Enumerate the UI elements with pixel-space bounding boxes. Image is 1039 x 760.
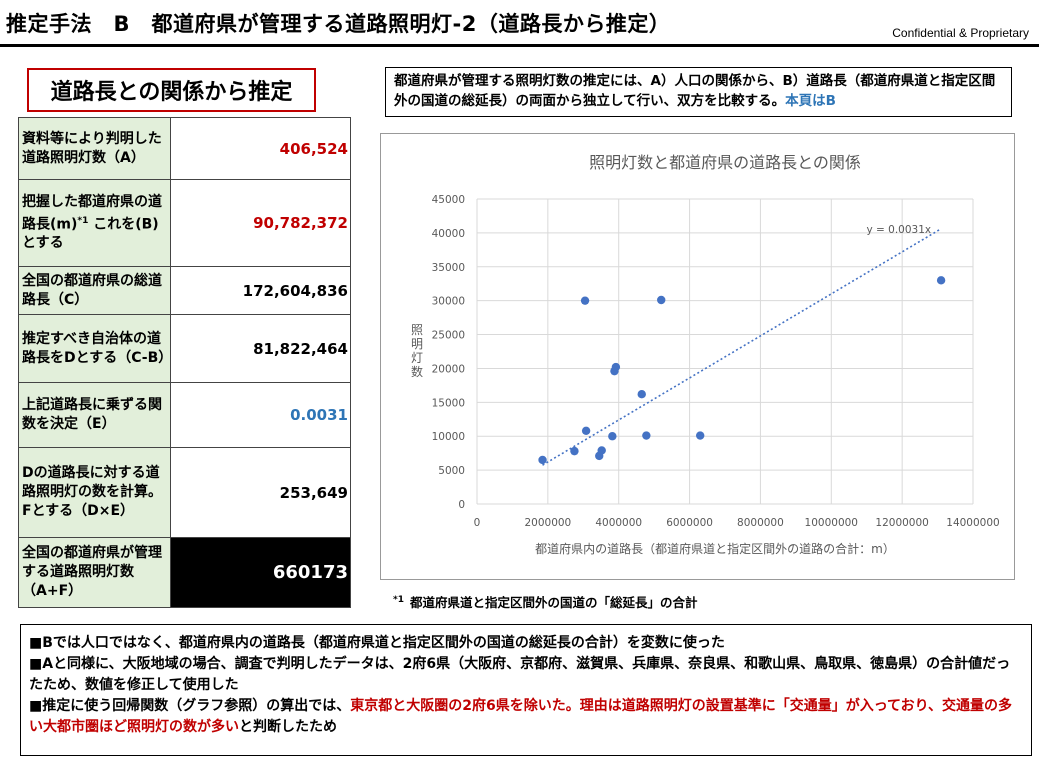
data-point bbox=[642, 431, 651, 440]
table-row: Dの道路長に対する道路照明灯の数を計算。Fとする（D×E） 253,649 bbox=[17, 447, 351, 538]
row-label-b-suffix: これを(B)とする bbox=[22, 216, 159, 252]
bullet-highlight: 東京都と大阪圏の2府6県を除いた。理由は道路照明灯の設置基準に「交通量」が入って… bbox=[29, 698, 1013, 735]
bullet-text-end: と判断したため bbox=[239, 719, 337, 735]
bullet-item: ■Bでは人口ではなく、都道府県内の道路長（都道府県道と指定区間外の国道の総延長の… bbox=[29, 635, 725, 651]
bullet-item: ■推定に使う回帰関数（グラフ参照）の算出では、東京都と大阪圏の2府6県を除いた。… bbox=[29, 696, 1023, 738]
row-label-c: 全国の都道府県の総道路長（C） bbox=[17, 266, 172, 315]
row-label-e: 上記道路長に乗ずる関数を決定（E） bbox=[17, 382, 172, 448]
x-axis-label: 都道府県内の道路長（都道府県道と指定区間外の道路の合計：m） bbox=[535, 541, 895, 556]
chart-title: 照明灯数と都道府県の道路長との関係 bbox=[589, 153, 861, 172]
x-tick-label: 2000000 bbox=[524, 517, 571, 529]
table-row: 全国の都道府県の総道路長（C） 172,604,836 bbox=[17, 266, 351, 315]
x-tick-label: 12000000 bbox=[875, 517, 928, 529]
data-point bbox=[696, 431, 705, 440]
scatter-chart: 照明灯数と都道府県の道路長との関係 0 5000 10000 15000 20000 250… bbox=[380, 133, 1015, 580]
title-divider bbox=[0, 44, 1039, 47]
footnote-text: 都道府県道と指定区間外の国道の「総延長」の合計 bbox=[409, 595, 698, 610]
table-row: 上記道路長に乗ずる関数を決定（E） 0.0031 bbox=[17, 382, 351, 448]
row-label-b: 把握した都道府県の道路長(m)*1 これを(B)とする bbox=[17, 179, 172, 267]
x-tick-label: 6000000 bbox=[666, 517, 713, 529]
bullet-item: ■Aと同様に、大阪地域の場合、調査で判明したデータは、2府6県（大阪府、京都府、… bbox=[29, 656, 1011, 693]
data-point bbox=[637, 390, 646, 399]
data-point bbox=[611, 362, 621, 372]
data-point bbox=[581, 426, 591, 435]
row-label-d: 推定すべき自治体の道路長をDとする（C-B） bbox=[17, 314, 172, 383]
y-tick-label: 35000 bbox=[432, 262, 465, 274]
footnote-marker-bottom: *1 bbox=[393, 594, 404, 605]
row-label-a: 資料等により判明した道路照明灯数（A） bbox=[17, 117, 172, 180]
method-table: 資料等により判明した道路照明灯数（A） 406,524 把握した都道府県の道路長… bbox=[17, 117, 351, 608]
x-tick-label: 14000000 bbox=[946, 517, 999, 529]
y-axis-label: 照明灯数 bbox=[411, 323, 423, 379]
footnote-marker: *1 bbox=[77, 215, 89, 226]
row-value-b: 90,782,372 bbox=[170, 179, 351, 267]
y-tick-label: 30000 bbox=[432, 296, 465, 308]
row-value-total: 660173 bbox=[170, 537, 351, 608]
y-tick-label: 5000 bbox=[438, 465, 465, 477]
y-tick-label: 0 bbox=[458, 499, 465, 511]
x-tick-label: 4000000 bbox=[595, 517, 642, 529]
data-point bbox=[570, 446, 579, 456]
data-point bbox=[608, 432, 617, 441]
row-value-d: 81,822,464 bbox=[170, 314, 351, 383]
data-point bbox=[580, 296, 590, 305]
scatter-chart-svg: 照明灯数と都道府県の道路長との関係 0 5000 10000 15000 20000 250… bbox=[411, 153, 1000, 556]
trendline bbox=[542, 228, 942, 466]
y-tick-label: 25000 bbox=[432, 330, 465, 342]
data-point bbox=[936, 276, 946, 285]
table-row: 把握した都道府県の道路長(m)*1 これを(B)とする 90,782,372 bbox=[17, 179, 351, 267]
trendline-label: y = 0.0031x bbox=[866, 224, 931, 236]
confidential-label: Confidential & Proprietary bbox=[892, 26, 1029, 40]
table-row: 推定すべき自治体の道路長をDとする（C-B） 81,822,464 bbox=[17, 314, 351, 383]
row-label-total: 全国の都道府県が管理する道路照明灯数（A+F） bbox=[17, 537, 172, 608]
page-title: 推定手法 B 都道府県が管理する道路照明灯-2（道路長から推定） bbox=[6, 12, 671, 36]
y-tick-label: 20000 bbox=[432, 363, 465, 375]
table-row: 資料等により判明した道路照明灯数（A） 406,524 bbox=[17, 117, 351, 180]
x-tick-label: 10000000 bbox=[805, 517, 858, 529]
data-point bbox=[538, 455, 547, 465]
x-tick-label: 0 bbox=[474, 517, 481, 529]
method-note-highlight: 本頁はB bbox=[785, 93, 836, 109]
x-tick-label: 8000000 bbox=[737, 517, 784, 529]
data-point bbox=[657, 295, 666, 305]
method-note-text: 都道府県が管理する照明灯数の推定には、A）人口の関係から、B）道路長（都道府県道… bbox=[394, 73, 996, 109]
y-tick-label: 15000 bbox=[432, 397, 465, 409]
row-value-c: 172,604,836 bbox=[170, 266, 351, 315]
y-tick-label: 45000 bbox=[432, 194, 465, 206]
summary-bullets: ■Bでは人口ではなく、都道府県内の道路長（都道府県道と指定区間外の国道の総延長の… bbox=[20, 624, 1032, 756]
row-value-a: 406,524 bbox=[170, 117, 351, 180]
footnote: *1 都道府県道と指定区間外の国道の「総延長」の合計 bbox=[393, 592, 697, 611]
data-point bbox=[597, 446, 606, 455]
bullet-text: ■推定に使う回帰関数（グラフ参照）の算出では、 bbox=[29, 698, 351, 714]
row-value-e: 0.0031 bbox=[170, 382, 351, 448]
row-label-b-text: 把握した都道府県の道路長(m) bbox=[22, 193, 162, 233]
row-value-f: 253,649 bbox=[170, 447, 351, 538]
method-note: 都道府県が管理する照明灯数の推定には、A）人口の関係から、B）道路長（都道府県道… bbox=[385, 67, 1012, 117]
y-tick-label: 40000 bbox=[432, 228, 465, 240]
table-row: 全国の都道府県が管理する道路照明灯数（A+F） 660173 bbox=[17, 537, 351, 608]
row-label-f: Dの道路長に対する道路照明灯の数を計算。Fとする（D×E） bbox=[17, 447, 172, 538]
y-tick-label: 10000 bbox=[432, 431, 465, 443]
section-title: 道路長との関係から推定 bbox=[27, 68, 316, 112]
